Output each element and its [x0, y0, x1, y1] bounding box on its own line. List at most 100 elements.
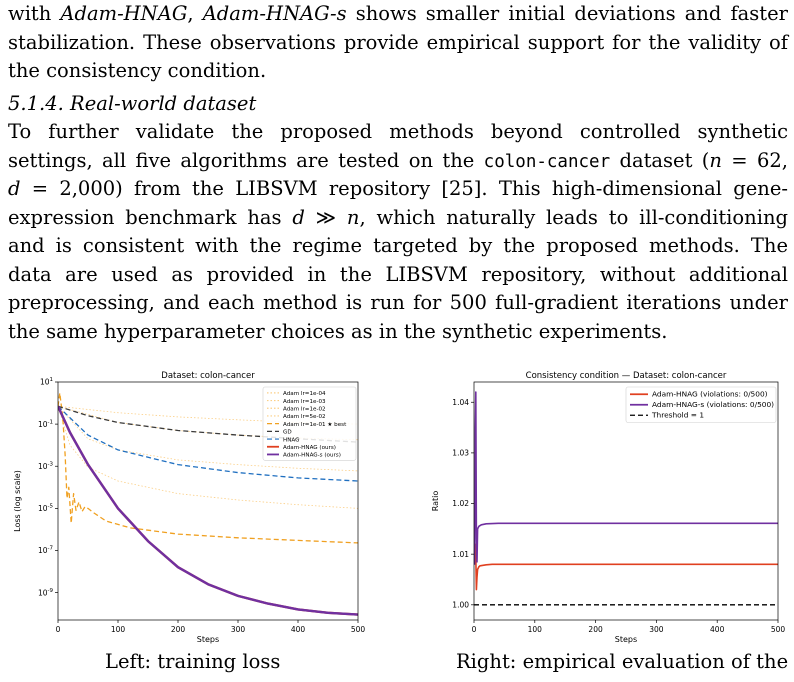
- text-span: Adam-HNAG: [60, 2, 188, 25]
- series-line: [58, 405, 358, 616]
- x-tick-label: 500: [351, 625, 366, 634]
- text-span: d: [8, 177, 21, 200]
- section-heading: 5.1.4. Real-world dataset: [8, 92, 257, 115]
- series-line: [58, 405, 358, 482]
- x-tick-label: 300: [649, 625, 664, 634]
- y-tick-label: 1.00: [452, 601, 469, 610]
- text-span: n: [346, 205, 360, 229]
- y-tick-label: 10-7: [38, 546, 54, 556]
- legend-label: Adam-HNAG (ours): [283, 445, 336, 451]
- legend-label: Adam-HNAG-s (violations: 0/500): [652, 400, 774, 409]
- caption-right: Right: empirical evaluation of the: [456, 650, 789, 673]
- text-span: stabilization. These observations provid…: [8, 30, 788, 54]
- y-axis-label: Ratio: [431, 491, 440, 512]
- x-tick-label: 300: [231, 625, 246, 634]
- y-tick-label: 1.02: [452, 499, 469, 508]
- text-span: and is consistent with the regime target…: [8, 234, 788, 257]
- text-span: n: [709, 148, 722, 172]
- y-tick-label: 101: [40, 377, 53, 387]
- y-tick-label: 1.04: [452, 398, 469, 407]
- text-line: settings, all five algorithms are tested…: [8, 147, 788, 176]
- y-tick-label: 10-9: [38, 588, 54, 598]
- text-line: d = 2,000) from the LIBSVM repository [2…: [8, 175, 788, 204]
- x-tick-label: 500: [771, 625, 786, 634]
- legend-label: Adam lr=5e-02: [283, 414, 326, 420]
- text-line: the consistency condition.: [8, 57, 788, 86]
- series-line: [58, 405, 358, 425]
- y-tick-label: 10-3: [38, 461, 54, 471]
- chart-title: Consistency condition — Dataset: colon-c…: [526, 371, 727, 381]
- x-tick-label: 100: [111, 625, 126, 634]
- legend: Adam-HNAG (violations: 0/500) Adam-HNAG-s…: [625, 386, 777, 423]
- text-span: the same hyperparameter choices as in th…: [8, 319, 668, 343]
- series-line: [58, 406, 358, 509]
- plot-frame: [473, 381, 779, 621]
- legend-label: Adam-HNAG-s (ours): [283, 453, 341, 459]
- body-paragraph: To further validate the proposed methods…: [8, 118, 788, 346]
- y-tick-label: 10-5: [38, 504, 54, 514]
- text-span: data are used as provided in the LIBSVM …: [8, 262, 788, 286]
- text-span: preprocessing, and each method is run fo…: [8, 291, 788, 314]
- text-line: and is consistent with the regime target…: [8, 232, 788, 261]
- y-tick-label: 1.01: [452, 550, 469, 559]
- plot-frame: [57, 381, 359, 621]
- chart-title: Dataset: colon-cancer: [161, 371, 255, 381]
- text-line: stabilization. These observations provid…: [8, 29, 788, 58]
- legend-label: Threshold = 1: [651, 410, 704, 419]
- text-span: ,: [187, 2, 203, 25]
- x-axis-label: Steps: [615, 635, 637, 644]
- legend-label: Adam lr=1e-01 ★ best: [283, 421, 347, 428]
- legend-label: Adam lr=1e-04: [283, 391, 326, 397]
- text-line: preprocessing, and each method is run fo…: [8, 289, 788, 318]
- x-axis-label: Steps: [197, 635, 219, 644]
- x-tick-label: 0: [472, 625, 477, 634]
- text-line: with Adam-HNAG, Adam-HNAG-s shows smalle…: [8, 0, 788, 29]
- y-tick-label: 10-1: [38, 419, 53, 429]
- legend-label: GD: [283, 430, 292, 436]
- loss-chart: Dataset: colon-cancer 0 100 200 300 400 500 101…: [8, 370, 368, 652]
- text-span: the consistency condition.: [8, 59, 267, 82]
- legend-label: HNAG: [283, 437, 299, 443]
- text-span: shows smaller initial deviations and fas…: [346, 2, 788, 25]
- x-tick-label: 100: [528, 625, 543, 634]
- series-line: [474, 391, 778, 565]
- legend-box: [625, 386, 777, 423]
- consistency-chart-svg: Consistency condition — Dataset: colon-c…: [431, 371, 786, 644]
- intro-paragraph: with Adam-HNAG, Adam-HNAG-s shows smalle…: [8, 0, 788, 86]
- text-span: colon-cancer: [483, 151, 611, 172]
- loss-chart-svg: Dataset: colon-cancer 0 100 200 300 400 500 101…: [13, 371, 366, 644]
- x-tick-label: 400: [291, 625, 306, 634]
- text-span: with: [8, 2, 61, 25]
- plot-area: [474, 391, 778, 606]
- text-span: Adam-HNAG-s: [202, 2, 347, 25]
- legend-box: [262, 386, 357, 461]
- series-line: [58, 406, 358, 472]
- x-tick-label: 400: [710, 625, 725, 634]
- text-span: d: [292, 205, 305, 229]
- text-span: To further validate the proposed methods…: [8, 120, 788, 143]
- text-line: the same hyperparameter choices as in th…: [8, 318, 788, 347]
- caption-left: Left: training loss: [105, 650, 281, 673]
- consistency-chart: Consistency condition — Dataset: colon-c…: [424, 370, 790, 652]
- text-span: = 2,000) from the LIBSVM repository [25]…: [20, 177, 788, 200]
- text-span: settings, all five algorithms are tested…: [8, 148, 484, 172]
- x-tick-label: 200: [588, 625, 603, 634]
- legend-label: Adam-HNAG (violations: 0/500): [652, 389, 768, 398]
- legend-label: Adam lr=1e-03: [283, 399, 326, 405]
- text-span: expression benchmark has: [8, 205, 293, 229]
- series-line: [474, 543, 778, 591]
- text-span: ≫: [304, 205, 347, 229]
- x-tick-label: 0: [56, 625, 61, 634]
- y-tick-label: 1.03: [452, 449, 469, 458]
- series-line: [58, 392, 358, 544]
- text-span: , which naturally leads to ill-condition…: [359, 205, 788, 229]
- text-line: To further validate the proposed methods…: [8, 118, 788, 147]
- text-line: expression benchmark has d ≫ n, which na…: [8, 204, 788, 233]
- text-span: dataset (: [610, 148, 710, 172]
- text-line: data are used as provided in the LIBSVM …: [8, 261, 788, 290]
- y-axis-label: Loss (log scale): [13, 470, 22, 532]
- text-span: = 62,: [721, 148, 788, 172]
- x-tick-label: 200: [171, 625, 186, 634]
- legend-label: Adam lr=1e-02: [283, 406, 326, 412]
